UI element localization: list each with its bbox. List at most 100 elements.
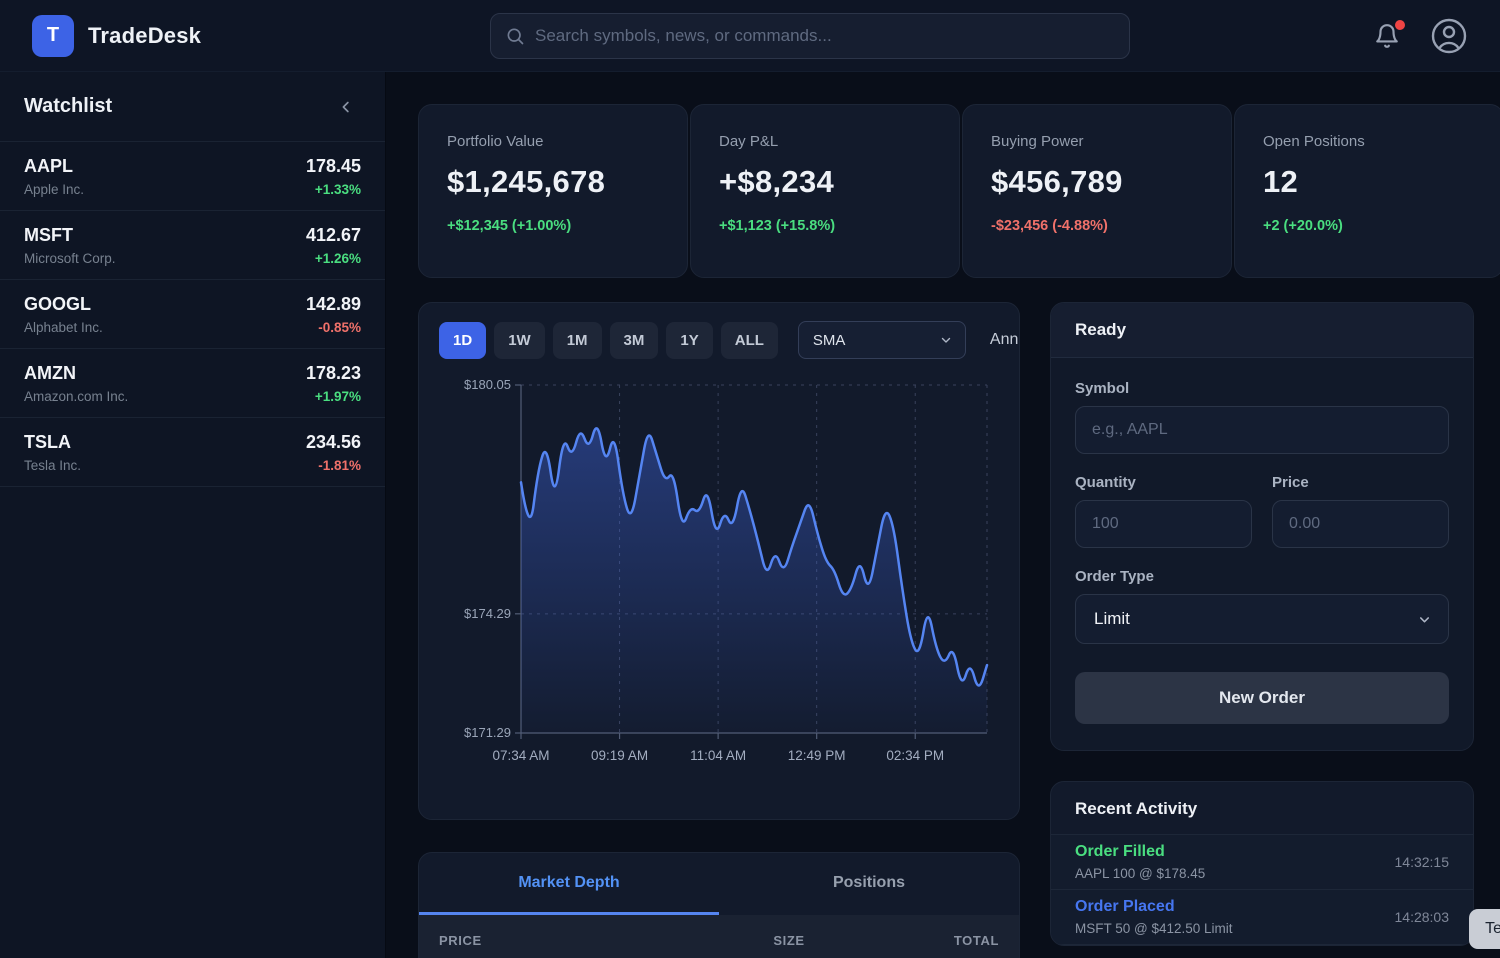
watchlist-item[interactable]: GOOGL Alphabet Inc. 142.89 -0.85% bbox=[0, 280, 385, 349]
stat-label: Open Positions bbox=[1263, 133, 1365, 150]
watchlist-company: Amazon.com Inc. bbox=[24, 388, 129, 404]
stat-label: Buying Power bbox=[991, 133, 1084, 150]
watchlist-company: Apple Inc. bbox=[24, 181, 85, 197]
indicator-select[interactable]: SMA bbox=[797, 321, 966, 359]
watchlist-symbol: AAPL bbox=[24, 155, 73, 176]
annotations-label: Annotations bbox=[989, 331, 1019, 348]
symbol-input[interactable] bbox=[1075, 406, 1449, 454]
watchlist-item[interactable]: AAPL Apple Inc. 178.45 +1.33% bbox=[0, 142, 385, 211]
stat-card: Open Positions 12 +2 (+20.0%) bbox=[1234, 104, 1500, 278]
order-ticket: Ready Symbol Quantity bbox=[1050, 302, 1474, 751]
stat-card: Buying Power $456,789 -$23,456 (-4.88%) bbox=[962, 104, 1232, 278]
stat-change: -$23,456 (-4.88%) bbox=[991, 218, 1108, 234]
activity-row[interactable]: Order Placed MSFT 50 @ $412.50 Limit 14:28… bbox=[1051, 890, 1473, 945]
svg-text:$174.29: $174.29 bbox=[464, 606, 511, 621]
price-input[interactable] bbox=[1272, 500, 1449, 548]
watchlist-company: Microsoft Corp. bbox=[24, 250, 116, 266]
watchlist-item[interactable]: AMZN Amazon.com Inc. 178.23 +1.97% bbox=[0, 349, 385, 418]
svg-text:12:49 PM: 12:49 PM bbox=[788, 748, 846, 763]
stat-change: +$12,345 (+1.00%) bbox=[447, 218, 572, 234]
brand: T TradeDesk bbox=[32, 14, 282, 57]
order-type-select[interactable]: Limit bbox=[1075, 594, 1449, 644]
search-area bbox=[306, 12, 1314, 59]
bottom-tabs: Market Depth Positions bbox=[419, 853, 1019, 915]
top-actions bbox=[1338, 17, 1468, 55]
watchlist-item-info: AAPL Apple Inc. bbox=[24, 156, 84, 197]
toast: Te bbox=[1469, 909, 1500, 949]
recent-activity-panel: Recent Activity Order Filled AAPL 100 @ $… bbox=[1050, 781, 1474, 946]
activity-title: Order Filled bbox=[1075, 843, 1165, 860]
watchlist-quote: 234.56 -1.81% bbox=[306, 432, 361, 473]
order-type-label: Order Type bbox=[1075, 568, 1154, 585]
tab-market-depth[interactable]: Market Depth bbox=[419, 853, 719, 915]
main-content: Portfolio Value $1,245,678 +$12,345 (+1.00… bbox=[386, 72, 1500, 958]
activity-time: 14:28:03 bbox=[1394, 909, 1450, 925]
watchlist-title: Watchlist bbox=[24, 95, 113, 117]
search-box[interactable] bbox=[490, 12, 1130, 59]
watchlist-change: -1.81% bbox=[318, 457, 361, 473]
stat-card: Day P&L +$8,234 +$1,123 (+15.8%) bbox=[690, 104, 960, 278]
new-order-button[interactable]: New Order bbox=[1075, 672, 1449, 724]
watchlist-item[interactable]: TSLA Tesla Inc. 234.56 -1.81% bbox=[0, 418, 385, 487]
sidebar-collapse-button[interactable] bbox=[333, 94, 359, 120]
column-header-size: SIZE bbox=[773, 933, 805, 948]
svg-text:$180.05: $180.05 bbox=[464, 377, 511, 392]
timeframe-buttons: 1D 1W 1M 3M 1Y ALL bbox=[439, 321, 786, 359]
symbol-label: Symbol bbox=[1075, 380, 1130, 397]
watchlist-quote: 412.67 +1.26% bbox=[306, 225, 361, 266]
activity-info: Order Filled AAPL 100 @ $178.45 bbox=[1075, 843, 1205, 881]
svg-text:07:34 AM: 07:34 AM bbox=[492, 748, 549, 763]
watchlist-price: 178.45 bbox=[305, 155, 361, 176]
activity-time: 14:32:15 bbox=[1394, 854, 1450, 870]
chevron-down-icon bbox=[941, 337, 951, 343]
activity-row[interactable]: Order Filled AAPL 100 @ $178.45 14:32:15 bbox=[1051, 835, 1473, 890]
stat-change: +$1,123 (+15.8%) bbox=[719, 218, 836, 234]
watchlist-header: Watchlist bbox=[0, 72, 385, 142]
watchlist-symbol: AMZN bbox=[24, 362, 76, 383]
search-input[interactable] bbox=[535, 25, 1115, 46]
watchlist-change: +1.97% bbox=[314, 388, 361, 404]
watchlist: AAPL Apple Inc. 178.45 +1.33% MSFT Microsoft … bbox=[0, 142, 385, 487]
notification-dot bbox=[1395, 19, 1405, 30]
timeframe-button-1w[interactable]: 1W bbox=[494, 321, 545, 359]
watchlist-quote: 142.89 -0.85% bbox=[306, 294, 361, 335]
svg-text:$171.29: $171.29 bbox=[464, 725, 511, 740]
stat-value: $1,245,678 bbox=[447, 164, 606, 199]
svg-text:02:34 PM: 02:34 PM bbox=[886, 748, 944, 763]
price-label: Price bbox=[1272, 474, 1309, 491]
avatar-button[interactable] bbox=[1430, 17, 1468, 55]
chevron-left-icon bbox=[342, 101, 349, 112]
stat-label: Portfolio Value bbox=[447, 133, 544, 150]
watchlist-item-info: TSLA Tesla Inc. bbox=[24, 432, 81, 473]
watchlist-price: 178.23 bbox=[305, 362, 361, 383]
brand-logo-icon: T bbox=[32, 14, 74, 57]
timeframe-button-1d[interactable]: 1D bbox=[439, 321, 487, 359]
watchlist-item-info: MSFT Microsoft Corp. bbox=[24, 225, 116, 266]
activity-title: Order Placed bbox=[1075, 898, 1175, 915]
svg-text:11:04 AM: 11:04 AM bbox=[690, 748, 746, 763]
watchlist-price: 234.56 bbox=[305, 431, 361, 452]
tab-positions[interactable]: Positions bbox=[719, 853, 1019, 915]
watchlist-price: 142.89 bbox=[305, 293, 361, 314]
watchlist-change: +1.26% bbox=[314, 250, 361, 266]
order-status: Ready bbox=[1051, 303, 1473, 358]
watchlist-symbol: GOOGL bbox=[24, 293, 91, 314]
watchlist-symbol: MSFT bbox=[24, 224, 73, 245]
watchlist-item[interactable]: MSFT Microsoft Corp. 412.67 +1.26% bbox=[0, 211, 385, 280]
watchlist-company: Tesla Inc. bbox=[24, 457, 82, 473]
column-header-price: PRICE bbox=[439, 933, 482, 948]
watchlist-sidebar: Watchlist AAPL Apple Inc. 178.45 +1.33% MSFT… bbox=[0, 72, 386, 958]
quantity-input[interactable] bbox=[1075, 500, 1252, 548]
timeframe-button-all[interactable]: ALL bbox=[720, 321, 778, 359]
brand-name: TradeDesk bbox=[88, 22, 202, 48]
timeframe-button-1m[interactable]: 1M bbox=[552, 321, 602, 359]
notifications-button[interactable] bbox=[1374, 19, 1405, 49]
timeframe-button-3m[interactable]: 3M bbox=[609, 321, 659, 359]
stat-label: Day P&L bbox=[719, 133, 779, 150]
watchlist-price: 412.67 bbox=[305, 224, 361, 245]
timeframe-button-1y[interactable]: 1Y bbox=[666, 321, 713, 359]
price-chart[interactable]: $180.05 $174.29 $171.29 07:34 AM 09:19 AM 11:… bbox=[439, 373, 999, 782]
stat-value: +$8,234 bbox=[719, 164, 835, 199]
